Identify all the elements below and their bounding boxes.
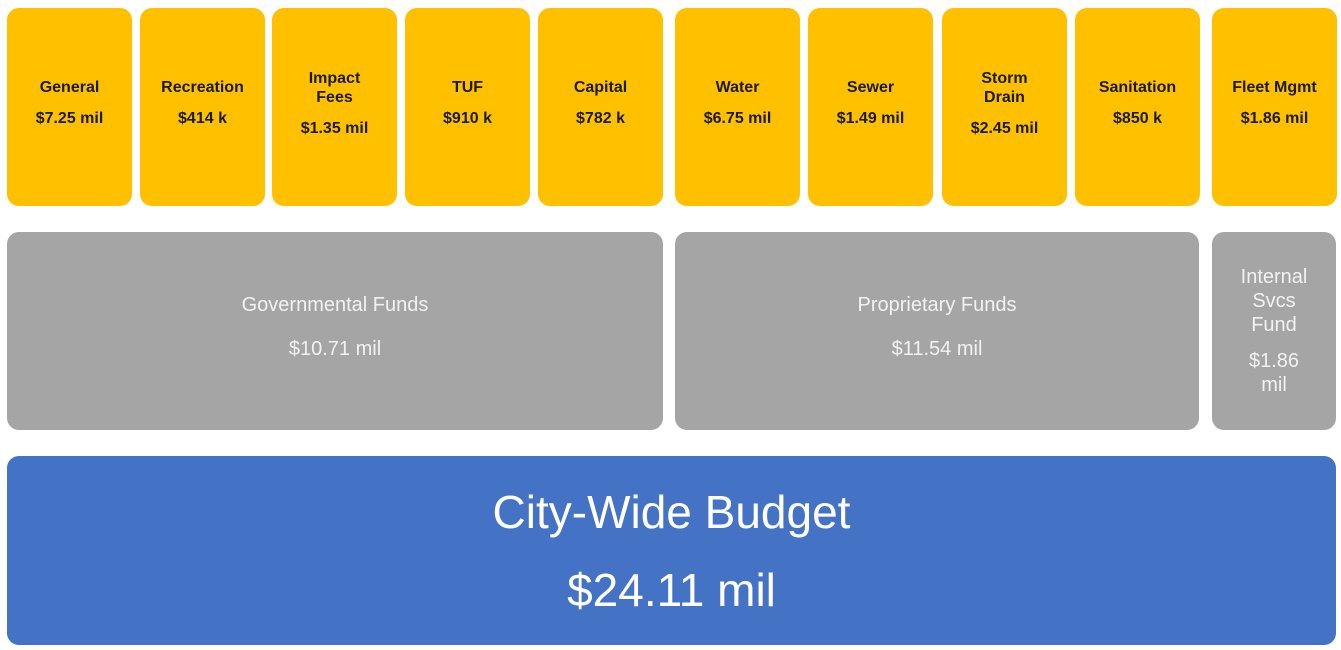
fund-amount: $414 k [178, 110, 227, 127]
fund-amount: $1.49 mil [836, 110, 905, 127]
fund-name: Capital [573, 79, 628, 96]
fund-box: Sewer $1.49 mil [808, 8, 933, 206]
fund-box: Fleet Mgmt $1.86 mil [1212, 8, 1337, 206]
group-box: Governmental Funds $10.71 mil [7, 232, 663, 430]
fund-amount: $782 k [576, 110, 625, 127]
fund-box: Impact Fees $1.35 mil [272, 8, 397, 206]
fund-box: General $7.25 mil [7, 8, 132, 206]
fund-name: Impact Fees [308, 69, 361, 106]
fund-box: Storm Drain $2.45 mil [942, 8, 1067, 206]
fund-amount: $6.75 mil [703, 110, 772, 127]
group-name: Governmental Funds [241, 294, 429, 316]
group-amount: $1.86 mil [1248, 350, 1300, 396]
total-amount: $24.11 mil [567, 563, 776, 616]
fund-amount: $850 k [1113, 110, 1162, 127]
group-box: Internal Svcs Fund $1.86 mil [1212, 232, 1336, 430]
total-name: City-Wide Budget [492, 485, 851, 538]
fund-name: Storm Drain [981, 69, 1028, 106]
fund-amount: $1.35 mil [300, 119, 369, 137]
fund-amount: $1.86 mil [1240, 110, 1309, 127]
group-name: Proprietary Funds [857, 294, 1017, 316]
fund-amount: $910 k [443, 110, 492, 127]
group-amount: $10.71 mil [288, 338, 382, 360]
fund-box: Recreation $414 k [140, 8, 265, 206]
fund-amount: $7.25 mil [35, 110, 104, 127]
fund-name: Sanitation [1098, 79, 1177, 96]
fund-name: Water [715, 79, 760, 96]
fund-box: Sanitation $850 k [1075, 8, 1200, 206]
group-box: Proprietary Funds $11.54 mil [675, 232, 1199, 430]
fund-name: Fleet Mgmt [1232, 79, 1317, 96]
group-name: Internal Svcs Fund [1240, 266, 1308, 336]
fund-name: Sewer [846, 79, 895, 96]
fund-name: General [39, 79, 100, 96]
fund-box: TUF $910 k [405, 8, 530, 206]
fund-box: Water $6.75 mil [675, 8, 800, 206]
group-amount: $11.54 mil [891, 338, 983, 360]
fund-name: TUF [451, 79, 484, 96]
total-box: City-Wide Budget $24.11 mil [7, 456, 1336, 645]
fund-box: Capital $782 k [538, 8, 663, 206]
fund-amount: $2.45 mil [970, 119, 1039, 137]
fund-name: Recreation [161, 79, 244, 96]
